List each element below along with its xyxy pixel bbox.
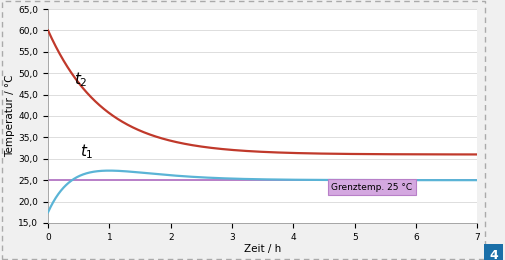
Y-axis label: Temperatur / °C: Temperatur / °C [6, 75, 16, 157]
Text: $t_1$: $t_1$ [80, 143, 93, 161]
Text: Grenztemp. 25 °C: Grenztemp. 25 °C [331, 183, 412, 192]
Text: $t_2$: $t_2$ [74, 70, 87, 89]
X-axis label: Zeit / h: Zeit / h [243, 244, 281, 255]
Text: 4: 4 [488, 249, 497, 260]
